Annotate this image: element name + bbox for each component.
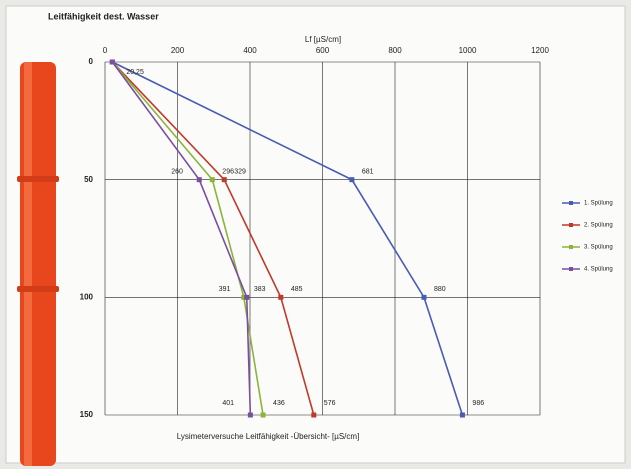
data-label: 391 (219, 286, 231, 293)
data-label: 880 (434, 286, 446, 293)
y-tick-label: 0 (89, 57, 94, 66)
legend-marker (569, 267, 573, 271)
data-label: 383 (254, 286, 266, 293)
page: Leitfähigkeit dest. Wasser Lf [µS/cm] Ly… (0, 0, 631, 469)
x-tick-label: 400 (243, 46, 257, 55)
legend-marker (569, 223, 573, 227)
data-label: 485 (291, 286, 303, 293)
chart: Leitfähigkeit dest. Wasser Lf [µS/cm] Ly… (0, 0, 631, 469)
chart-area (6, 6, 625, 463)
x-tick-label: 200 (171, 46, 185, 55)
marker (278, 295, 283, 300)
legend-label: 3. Spülung (584, 245, 613, 251)
legend-label: 1. Spülung (584, 201, 613, 207)
marker (248, 413, 253, 418)
data-label: 296 (222, 169, 234, 176)
marker (261, 413, 266, 418)
chart-title: Leitfähigkeit dest. Wasser (48, 11, 159, 21)
data-label: 401 (222, 400, 234, 407)
legend-label: 4. Spülung (584, 267, 613, 273)
x-tick-label: 600 (316, 46, 330, 55)
y-tick-label: 50 (84, 175, 93, 184)
marker (197, 177, 202, 182)
x-tick-label: 800 (388, 46, 402, 55)
caption: Lysimeterversuche Leitfähigkeit -Übersic… (177, 432, 360, 441)
x-axis-label: Lf [µS/cm] (305, 35, 341, 44)
pipe (17, 62, 59, 466)
x-tick-label: 0 (103, 46, 108, 55)
data-label: 260 (171, 169, 183, 176)
legend-marker (569, 245, 573, 249)
marker (349, 177, 354, 182)
legend-label: 2. Spülung (584, 223, 613, 229)
marker (244, 295, 249, 300)
x-tick-label: 1000 (459, 46, 477, 55)
marker (222, 177, 227, 182)
data-label: 681 (362, 169, 374, 176)
data-label: 20,25 (126, 69, 144, 76)
y-tick-label: 100 (80, 292, 94, 301)
y-tick-label: 150 (80, 410, 94, 419)
marker (210, 177, 215, 182)
data-label: 436 (273, 400, 285, 407)
x-tick-label: 1200 (531, 46, 549, 55)
marker (311, 413, 316, 418)
data-label: 576 (324, 400, 336, 407)
marker (110, 60, 115, 65)
data-label: 329 (234, 169, 246, 176)
data-label: 986 (472, 400, 484, 407)
marker (460, 413, 465, 418)
legend-marker (569, 201, 573, 205)
marker (422, 295, 427, 300)
